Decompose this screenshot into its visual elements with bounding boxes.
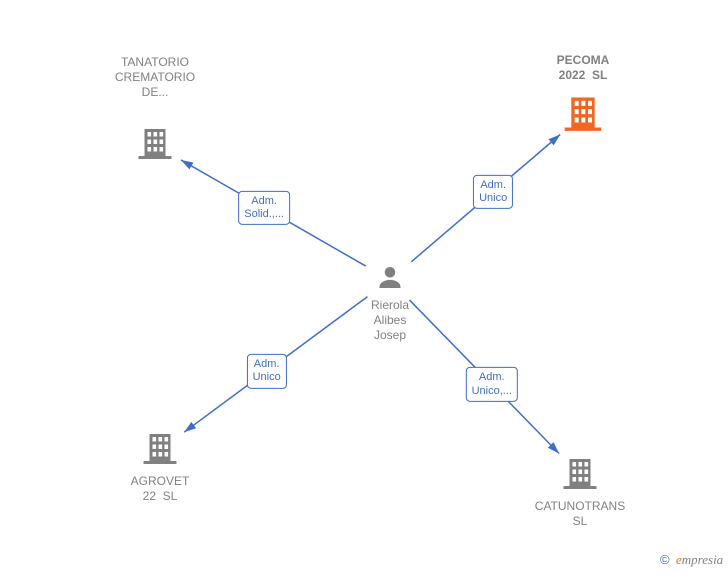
brand-rest: mpresia — [682, 552, 723, 567]
copyright-symbol: © — [660, 552, 670, 567]
pecoma-label: PECOMA 2022 SL — [557, 53, 610, 83]
agrovet-label: AGROVET 22 SL — [131, 474, 190, 504]
catunotrans-building-icon[interactable] — [562, 455, 598, 496]
center-label: Rierola Alibes Josep — [371, 298, 409, 343]
agrovet-building-icon[interactable] — [142, 430, 178, 471]
tanatorio-label: TANATORIO CREMATORIO DE... — [115, 55, 195, 100]
brand-watermark: empresia — [676, 552, 723, 568]
catunotrans-label: CATUNOTRANS SL — [535, 499, 625, 529]
person-icon[interactable] — [376, 264, 404, 297]
graph-svg — [0, 0, 728, 575]
pecoma-building-icon[interactable] — [563, 93, 603, 138]
edge-label-catunotrans[interactable]: Adm. Unico,... — [466, 367, 518, 401]
edge-label-tanatorio[interactable]: Adm. Solid.,... — [238, 191, 290, 225]
edge-label-pecoma[interactable]: Adm. Unico — [473, 175, 513, 209]
edge-label-agrovet[interactable]: Adm. Unico — [247, 354, 287, 388]
tanatorio-building-icon[interactable] — [137, 125, 173, 166]
